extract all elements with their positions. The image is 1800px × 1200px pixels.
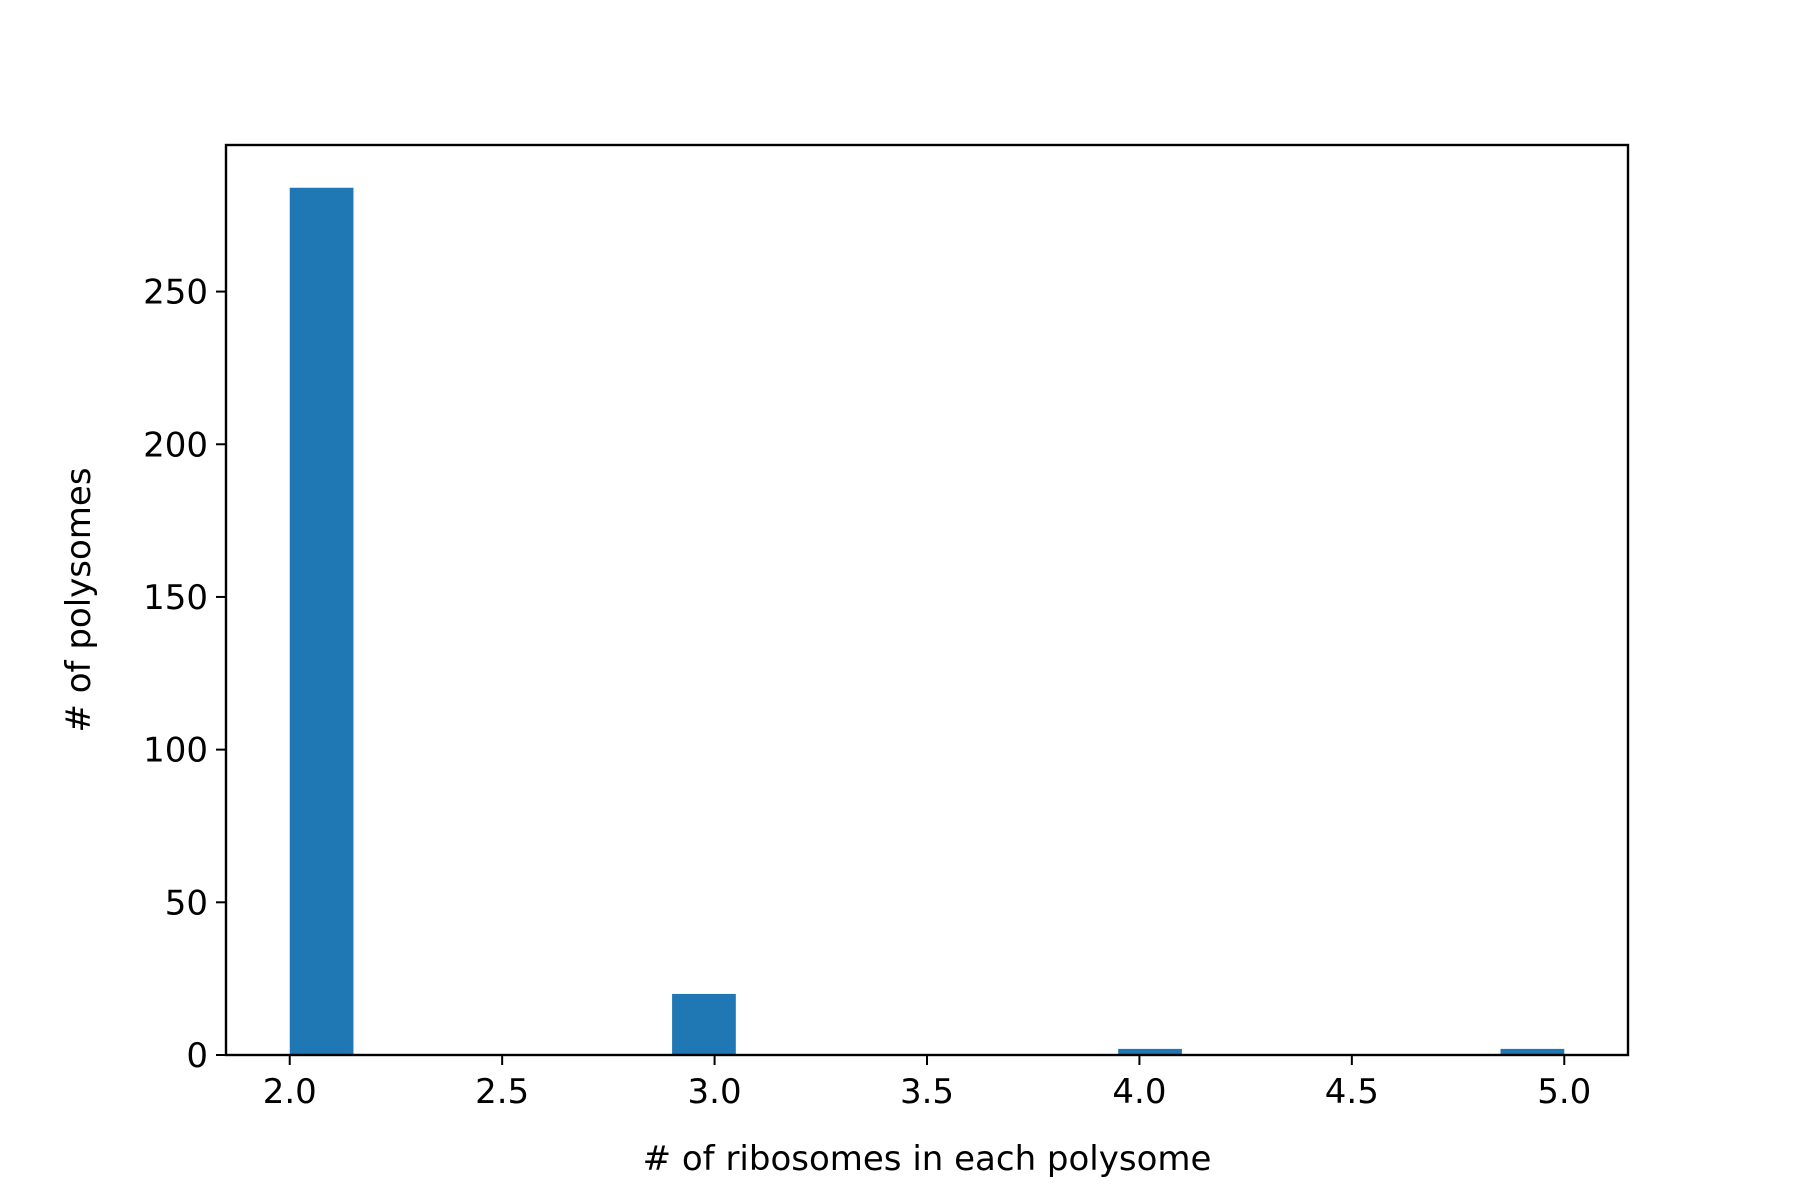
y-tick-label-2: 100 [143, 731, 208, 771]
x-tick-label-6: 5.0 [1537, 1072, 1591, 1112]
x-tick-label-4: 4.0 [1112, 1072, 1166, 1112]
y-tick-label-0: 0 [186, 1036, 208, 1076]
y-tick-label-4: 200 [143, 425, 208, 465]
y-tick-label-1: 50 [165, 883, 208, 923]
y-axis-ticks: 0 50 100 150 200 250 [143, 273, 226, 1076]
x-axis-ticks: 2.0 2.5 3.0 3.5 4.0 4.5 5.0 [263, 1055, 1591, 1112]
x-tick-label-0: 2.0 [263, 1072, 317, 1112]
x-tick-label-1: 2.5 [475, 1072, 529, 1112]
bar-2 [1118, 1048, 1182, 1055]
x-tick-label-2: 3.0 [688, 1072, 742, 1112]
bar-0 [289, 187, 354, 1055]
bar-1 [672, 993, 736, 1055]
bars-group [289, 187, 1565, 1055]
y-tick-label-5: 250 [143, 273, 208, 313]
x-tick-label-5: 4.5 [1325, 1072, 1379, 1112]
bar-3 [1500, 1048, 1565, 1055]
y-tick-label-3: 150 [143, 578, 208, 618]
x-axis-label: # of ribosomes in each polysome [643, 1139, 1212, 1179]
plot-area-frame [224, 143, 1630, 1057]
x-tick-label-3: 3.5 [900, 1072, 954, 1112]
y-axis-label: # of polysomes [59, 467, 99, 732]
